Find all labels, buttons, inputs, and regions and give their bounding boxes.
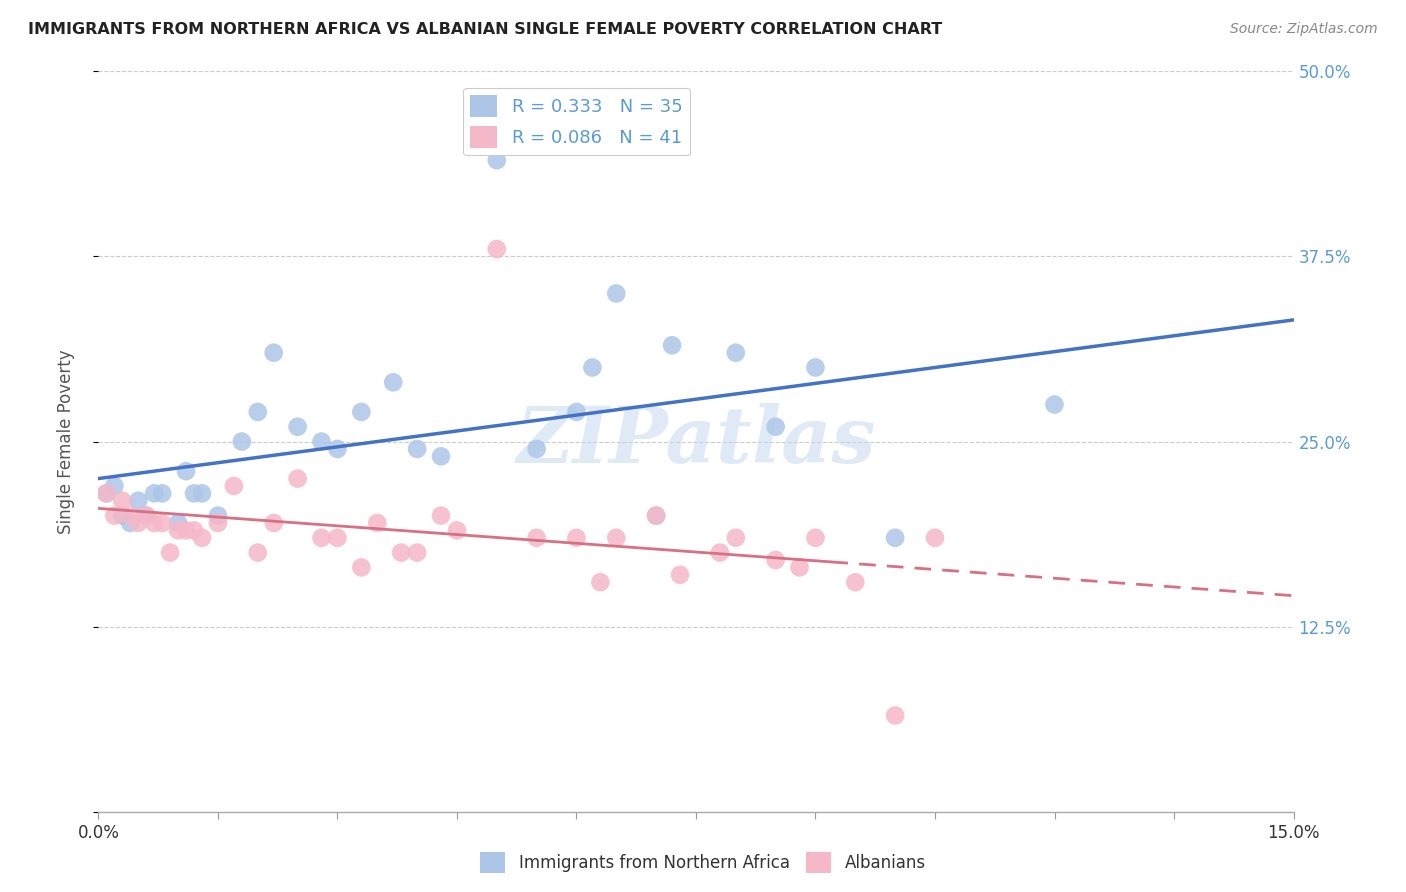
Point xyxy=(246,405,269,419)
Point xyxy=(120,508,142,523)
Point xyxy=(844,575,866,590)
Point xyxy=(485,242,508,256)
Point xyxy=(222,479,245,493)
Point xyxy=(382,376,405,390)
Point xyxy=(804,531,827,545)
Point xyxy=(485,153,508,168)
Point xyxy=(287,471,309,485)
Text: IMMIGRANTS FROM NORTHERN AFRICA VS ALBANIAN SINGLE FEMALE POVERTY CORRELATION CH: IMMIGRANTS FROM NORTHERN AFRICA VS ALBAN… xyxy=(28,22,942,37)
Text: ZIPatlas: ZIPatlas xyxy=(516,403,876,480)
Point xyxy=(605,286,627,301)
Point xyxy=(661,338,683,352)
Point xyxy=(111,493,134,508)
Point xyxy=(111,508,134,523)
Point xyxy=(350,405,373,419)
Point xyxy=(526,531,548,545)
Point xyxy=(150,516,173,530)
Point xyxy=(350,560,373,574)
Point xyxy=(103,479,125,493)
Point xyxy=(430,508,453,523)
Point xyxy=(526,442,548,456)
Point xyxy=(366,516,388,530)
Point xyxy=(565,531,588,545)
Point xyxy=(645,508,668,523)
Point xyxy=(191,531,214,545)
Point xyxy=(389,546,412,560)
Point xyxy=(231,434,253,449)
Point xyxy=(804,360,827,375)
Point xyxy=(191,486,214,500)
Point xyxy=(1043,398,1066,412)
Point xyxy=(103,508,125,523)
Point xyxy=(581,360,603,375)
Point xyxy=(765,419,787,434)
Legend: R = 0.333   N = 35, R = 0.086   N = 41: R = 0.333 N = 35, R = 0.086 N = 41 xyxy=(463,87,690,155)
Point xyxy=(135,508,157,523)
Point xyxy=(406,442,429,456)
Point xyxy=(724,531,747,545)
Point xyxy=(669,567,692,582)
Point xyxy=(127,516,149,530)
Point xyxy=(174,524,197,538)
Point xyxy=(430,450,453,464)
Point xyxy=(724,345,747,359)
Point xyxy=(589,575,612,590)
Point xyxy=(924,531,946,545)
Point xyxy=(605,531,627,545)
Point xyxy=(287,419,309,434)
Point xyxy=(789,560,811,574)
Point xyxy=(884,531,907,545)
Point xyxy=(765,553,787,567)
Point xyxy=(884,708,907,723)
Point xyxy=(446,524,468,538)
Point xyxy=(127,493,149,508)
Point xyxy=(159,546,181,560)
Point xyxy=(96,486,118,500)
Point xyxy=(167,524,190,538)
Point xyxy=(143,486,166,500)
Point xyxy=(311,434,333,449)
Point xyxy=(326,442,349,456)
Point xyxy=(167,516,190,530)
Point xyxy=(120,516,142,530)
Point xyxy=(143,516,166,530)
Point xyxy=(246,546,269,560)
Point xyxy=(96,486,118,500)
Point xyxy=(207,508,229,523)
Point xyxy=(263,345,285,359)
Point xyxy=(406,546,429,560)
Point xyxy=(311,531,333,545)
Point xyxy=(183,524,205,538)
Legend: Immigrants from Northern Africa, Albanians: Immigrants from Northern Africa, Albania… xyxy=(474,846,932,880)
Text: Source: ZipAtlas.com: Source: ZipAtlas.com xyxy=(1230,22,1378,37)
Y-axis label: Single Female Poverty: Single Female Poverty xyxy=(56,350,75,533)
Point xyxy=(135,508,157,523)
Point xyxy=(150,486,173,500)
Point xyxy=(326,531,349,545)
Point xyxy=(183,486,205,500)
Point xyxy=(645,508,668,523)
Point xyxy=(207,516,229,530)
Point xyxy=(709,546,731,560)
Point xyxy=(174,464,197,478)
Point xyxy=(565,405,588,419)
Point xyxy=(263,516,285,530)
